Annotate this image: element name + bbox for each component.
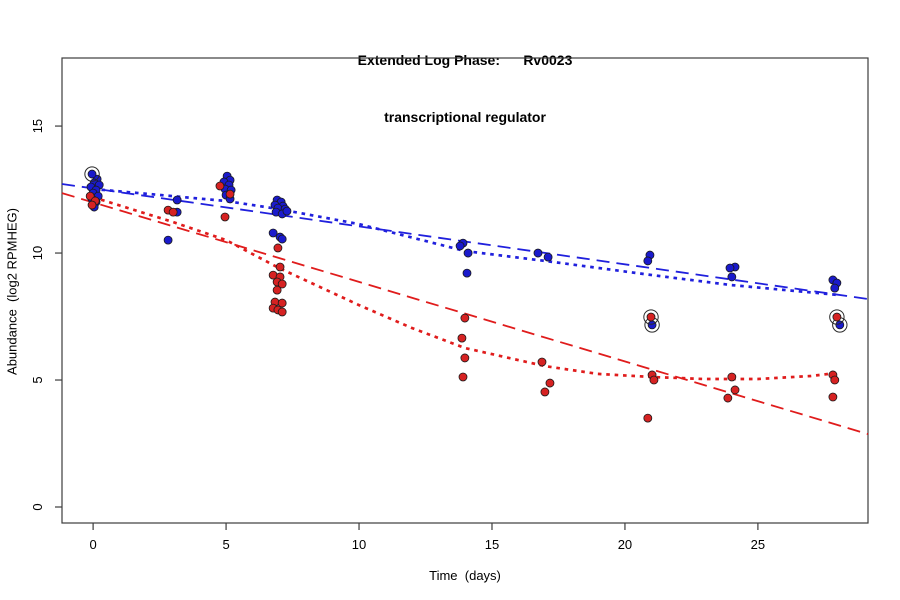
red-flagged-ring — [829, 309, 845, 325]
chart-title-line2: transcriptional regulator — [384, 109, 546, 125]
red-samples-point — [460, 353, 470, 363]
red-linear-fit-line — [61, 192, 869, 435]
blue-samples-point — [268, 228, 278, 238]
red-samples-point — [457, 333, 467, 343]
blue-samples-point — [543, 252, 553, 262]
blue-samples-point — [172, 195, 182, 205]
blue-samples-point — [533, 248, 543, 258]
blue-samples-point — [163, 235, 173, 245]
x-tick-label: 5 — [222, 537, 229, 552]
red-samples-point — [277, 279, 287, 289]
red-samples-point — [830, 375, 840, 385]
red-samples-point — [272, 285, 282, 295]
blue-smooth-fit-line — [92, 187, 838, 297]
x-tick-label: 15 — [485, 537, 499, 552]
red-samples-point — [649, 375, 659, 385]
x-tick-label: 25 — [751, 537, 765, 552]
red-samples-point — [828, 392, 838, 402]
red-samples-point — [225, 189, 235, 199]
blue-samples-point — [463, 248, 473, 258]
blue-samples-point — [727, 272, 737, 282]
blue-samples-point — [725, 263, 735, 273]
red-samples-point — [730, 385, 740, 395]
blue-samples-point — [462, 268, 472, 278]
chart-title: Extended Log Phase: Rv0023 transcription… — [62, 13, 868, 165]
red-samples-point — [458, 372, 468, 382]
red-samples-point — [277, 307, 287, 317]
red-samples-point — [275, 262, 285, 272]
red-flagged-point — [832, 312, 842, 322]
blue-samples-point — [455, 241, 465, 251]
y-tick-label: 10 — [30, 246, 45, 260]
blue-samples-point — [830, 283, 840, 293]
red-samples-point — [537, 357, 547, 367]
blue-flagged-point — [647, 320, 657, 330]
blue-flagged-ring — [84, 166, 100, 182]
red-samples-point — [460, 313, 470, 323]
y-tick-label: 5 — [30, 376, 45, 383]
y-tick-label: 15 — [30, 119, 45, 133]
red-samples-point — [540, 387, 550, 397]
chart-title-line1: Extended Log Phase: Rv0023 — [357, 52, 573, 68]
y-tick-label: 0 — [30, 503, 45, 510]
red-samples-point — [727, 372, 737, 382]
blue-samples-point — [643, 256, 653, 266]
blue-samples-point — [282, 206, 292, 216]
red-samples-point — [273, 243, 283, 253]
red-samples-point — [87, 200, 97, 210]
red-samples-point — [545, 378, 555, 388]
red-samples-point — [215, 181, 225, 191]
red-samples-point — [643, 413, 653, 423]
blue-samples-point — [277, 234, 287, 244]
x-tick-label: 0 — [89, 537, 96, 552]
plot-box — [61, 57, 869, 524]
x-tick-label: 10 — [352, 537, 366, 552]
red-samples-point — [277, 298, 287, 308]
red-samples-point — [723, 393, 733, 403]
blue-flagged-point — [87, 169, 97, 179]
x-tick-label: 20 — [618, 537, 632, 552]
x-axis-label: Time (days) — [429, 568, 501, 583]
red-samples-point — [168, 207, 178, 217]
red-flagged-point — [646, 312, 656, 322]
red-samples-point — [220, 212, 230, 222]
red-flagged-ring — [643, 309, 659, 325]
red-smooth-fit-line — [92, 195, 838, 381]
